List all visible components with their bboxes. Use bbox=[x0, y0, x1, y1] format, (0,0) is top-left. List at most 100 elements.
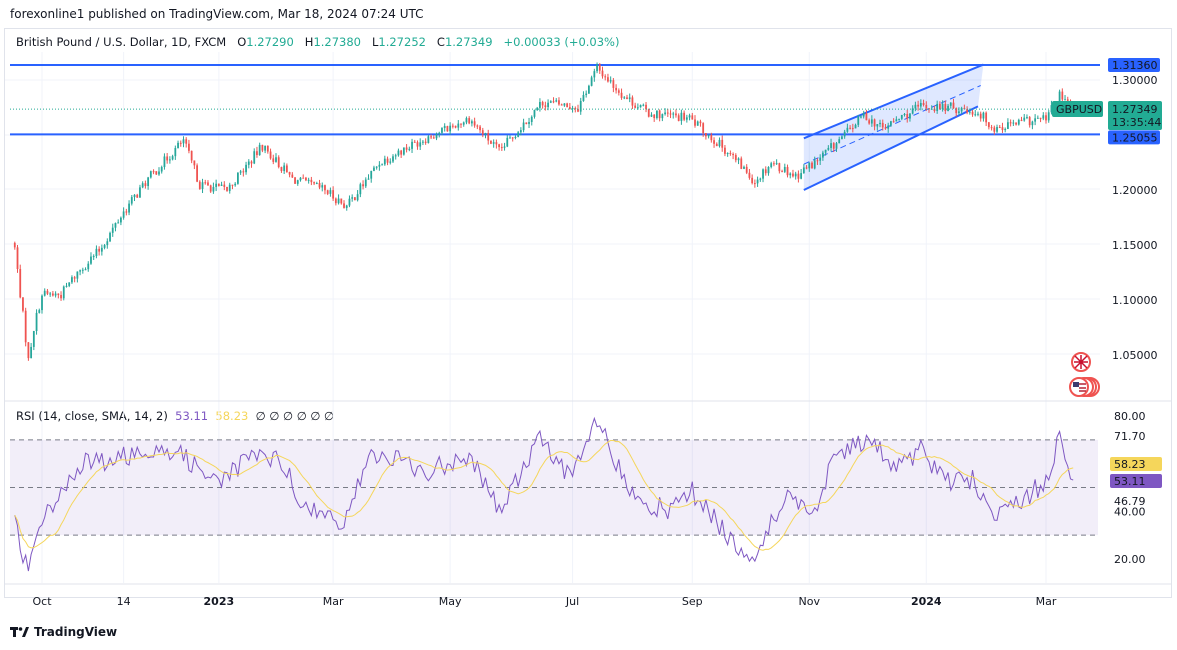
candle-body bbox=[585, 93, 588, 95]
rsi-title[interactable]: RSI (14, close, SMA, 14, 2) bbox=[16, 409, 168, 423]
candle-body bbox=[237, 172, 239, 184]
candle-body bbox=[473, 121, 476, 126]
candle-body bbox=[1036, 117, 1039, 119]
high-label: H bbox=[304, 35, 314, 49]
candle-body bbox=[258, 144, 261, 156]
candle-body bbox=[495, 142, 498, 145]
candle-body bbox=[32, 331, 35, 347]
candle-body bbox=[479, 126, 481, 131]
candle-body bbox=[451, 125, 454, 127]
candle-body bbox=[734, 155, 737, 161]
candle-body bbox=[62, 286, 65, 299]
candle-body bbox=[691, 115, 694, 120]
candle-body bbox=[680, 112, 683, 121]
candle-body bbox=[724, 147, 726, 154]
time-axis-label: Oct bbox=[32, 595, 52, 608]
candle-body bbox=[168, 159, 171, 161]
price-axis-label: 1.10000 bbox=[1112, 294, 1158, 307]
candle-body bbox=[109, 232, 111, 242]
candle-body bbox=[596, 64, 598, 72]
level-label-bg bbox=[1108, 58, 1160, 73]
candle-body bbox=[179, 142, 182, 144]
time-axis-label: 2023 bbox=[204, 595, 235, 608]
candle-body bbox=[128, 203, 130, 213]
candle-body bbox=[525, 122, 528, 125]
candle-body bbox=[903, 113, 906, 115]
candle-body bbox=[266, 145, 269, 152]
candle-body bbox=[125, 211, 128, 213]
tradingview-logo: TradingView bbox=[10, 625, 117, 639]
candle-body bbox=[536, 107, 539, 111]
us-flag-icon bbox=[1069, 377, 1100, 397]
candle-body bbox=[117, 222, 120, 224]
candle-body bbox=[465, 118, 468, 123]
candle-body bbox=[895, 119, 898, 122]
candle-body bbox=[558, 100, 560, 105]
candle-body bbox=[528, 121, 530, 125]
candle-body bbox=[318, 182, 321, 188]
candle-body bbox=[234, 183, 237, 186]
candle-body bbox=[177, 142, 179, 149]
candle-body bbox=[84, 269, 87, 271]
candle-body bbox=[163, 156, 166, 168]
candle-body bbox=[813, 160, 816, 169]
candle-body bbox=[879, 122, 881, 125]
candle-body bbox=[607, 77, 609, 82]
candle-body bbox=[993, 127, 996, 132]
candle-body bbox=[217, 183, 220, 186]
candle-body bbox=[966, 109, 968, 113]
candle-body bbox=[204, 182, 207, 184]
symbol-title[interactable]: British Pound / U.S. Dollar, 1D, FXCM bbox=[16, 35, 227, 49]
candle-body bbox=[574, 108, 577, 110]
rsi-axis-label: 40.00 bbox=[1114, 505, 1146, 518]
candle-body bbox=[103, 245, 106, 248]
candle-body bbox=[590, 77, 593, 86]
candle-body bbox=[231, 184, 234, 186]
candle-body bbox=[73, 277, 76, 279]
candle-body bbox=[443, 126, 446, 129]
candle-body bbox=[702, 123, 705, 134]
level-label-bg bbox=[1108, 130, 1160, 145]
candle-body bbox=[579, 100, 582, 112]
time-axis-label: Mar bbox=[1036, 595, 1057, 608]
candle-body bbox=[209, 185, 212, 192]
candle-body bbox=[370, 170, 373, 179]
candle-body bbox=[1058, 91, 1061, 105]
candle-body bbox=[340, 198, 343, 204]
uk-flag-cross bbox=[1074, 355, 1088, 369]
candle-body bbox=[54, 293, 57, 296]
rsi-axis-value: 53.11 bbox=[1114, 475, 1146, 488]
candle-body bbox=[46, 290, 49, 294]
candle-body bbox=[362, 184, 364, 187]
candle-body bbox=[348, 198, 351, 206]
candle-body bbox=[402, 147, 405, 155]
candle-body bbox=[481, 130, 484, 135]
time-axis-label: May bbox=[439, 595, 462, 608]
candle-body bbox=[996, 127, 998, 132]
candle-body bbox=[305, 177, 307, 181]
candle-body bbox=[917, 104, 920, 107]
candle-body bbox=[835, 143, 838, 149]
candle-body bbox=[775, 163, 778, 165]
candle-body bbox=[1004, 128, 1007, 131]
candle-body bbox=[16, 247, 19, 270]
candle-body bbox=[770, 163, 773, 168]
candle-body bbox=[422, 141, 424, 143]
candle-body bbox=[694, 119, 696, 126]
candle-body bbox=[715, 143, 718, 147]
candle-body bbox=[533, 110, 536, 117]
candle-body bbox=[1031, 121, 1034, 126]
candle-body bbox=[832, 143, 835, 149]
candle-body bbox=[568, 107, 571, 109]
us-flag-canton bbox=[1073, 382, 1079, 387]
candle-body bbox=[743, 166, 745, 169]
candle-body bbox=[925, 104, 928, 109]
candle-body bbox=[857, 116, 860, 125]
candle-body bbox=[242, 171, 245, 173]
candle-body bbox=[120, 217, 122, 223]
candle-body bbox=[928, 108, 930, 110]
candle-body bbox=[92, 256, 95, 258]
candle-body bbox=[68, 282, 71, 286]
candle-body bbox=[628, 97, 631, 100]
